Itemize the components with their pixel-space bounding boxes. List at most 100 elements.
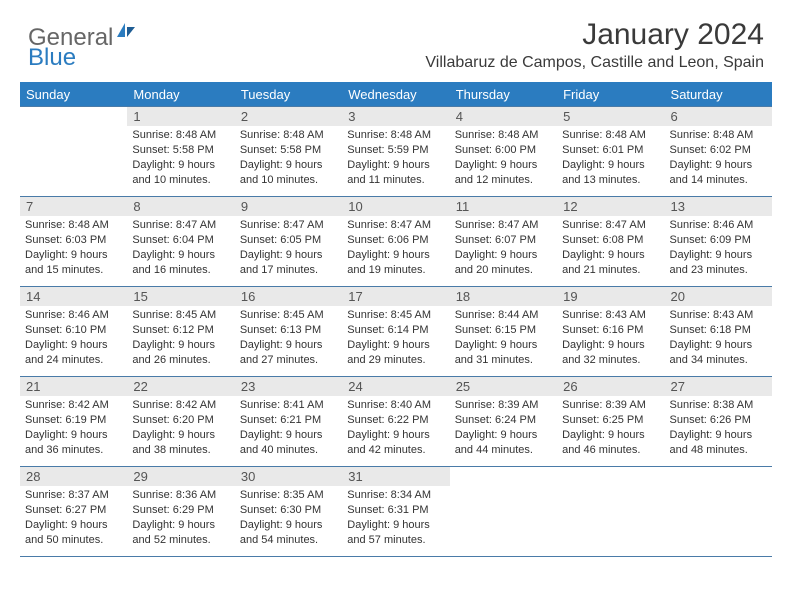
day-number: 26 <box>557 377 664 396</box>
sunset-text: Sunset: 6:12 PM <box>132 323 229 338</box>
daylight-text: Daylight: 9 hours and 32 minutes. <box>562 338 659 368</box>
sunrise-text: Sunrise: 8:45 AM <box>240 308 337 323</box>
sunrise-text: Sunrise: 8:40 AM <box>347 398 444 413</box>
day-number: 31 <box>342 467 449 486</box>
daylight-text: Daylight: 9 hours and 20 minutes. <box>455 248 552 278</box>
day-number: 9 <box>235 197 342 216</box>
day-number: 24 <box>342 377 449 396</box>
sunset-text: Sunset: 6:10 PM <box>25 323 122 338</box>
calendar-row: 21Sunrise: 8:42 AMSunset: 6:19 PMDayligh… <box>20 377 772 467</box>
daylight-text: Daylight: 9 hours and 21 minutes. <box>562 248 659 278</box>
title-block: January 2024 Villabaruz de Campos, Casti… <box>425 18 764 78</box>
sunrise-text: Sunrise: 8:48 AM <box>240 128 337 143</box>
calendar-cell: 17Sunrise: 8:45 AMSunset: 6:14 PMDayligh… <box>342 287 449 377</box>
weekday-header: Saturday <box>665 83 772 107</box>
sunrise-text: Sunrise: 8:39 AM <box>562 398 659 413</box>
sunrise-text: Sunrise: 8:48 AM <box>562 128 659 143</box>
daylight-text: Daylight: 9 hours and 34 minutes. <box>670 338 767 368</box>
day-data: Sunrise: 8:48 AMSunset: 6:03 PMDaylight:… <box>20 216 127 281</box>
daylight-text: Daylight: 9 hours and 50 minutes. <box>25 518 122 548</box>
calendar-cell: 4Sunrise: 8:48 AMSunset: 6:00 PMDaylight… <box>450 107 557 197</box>
calendar-cell: 11Sunrise: 8:47 AMSunset: 6:07 PMDayligh… <box>450 197 557 287</box>
daylight-text: Daylight: 9 hours and 12 minutes. <box>455 158 552 188</box>
daylight-text: Daylight: 9 hours and 10 minutes. <box>240 158 337 188</box>
day-data: Sunrise: 8:45 AMSunset: 6:13 PMDaylight:… <box>235 306 342 371</box>
day-data: Sunrise: 8:43 AMSunset: 6:18 PMDaylight:… <box>665 306 772 371</box>
weekday-header: Sunday <box>20 83 127 107</box>
calendar-cell: 30Sunrise: 8:35 AMSunset: 6:30 PMDayligh… <box>235 467 342 557</box>
sunrise-text: Sunrise: 8:42 AM <box>132 398 229 413</box>
sunrise-text: Sunrise: 8:43 AM <box>670 308 767 323</box>
day-data: Sunrise: 8:45 AMSunset: 6:14 PMDaylight:… <box>342 306 449 371</box>
day-number: 25 <box>450 377 557 396</box>
day-number: 17 <box>342 287 449 306</box>
daylight-text: Daylight: 9 hours and 14 minutes. <box>670 158 767 188</box>
daylight-text: Daylight: 9 hours and 31 minutes. <box>455 338 552 368</box>
day-data: Sunrise: 8:46 AMSunset: 6:09 PMDaylight:… <box>665 216 772 281</box>
calendar-cell: 20Sunrise: 8:43 AMSunset: 6:18 PMDayligh… <box>665 287 772 377</box>
daylight-text: Daylight: 9 hours and 48 minutes. <box>670 428 767 458</box>
sunset-text: Sunset: 6:27 PM <box>25 503 122 518</box>
calendar-cell <box>557 467 664 557</box>
day-number: 18 <box>450 287 557 306</box>
calendar-cell <box>450 467 557 557</box>
sunrise-text: Sunrise: 8:34 AM <box>347 488 444 503</box>
sunrise-text: Sunrise: 8:48 AM <box>455 128 552 143</box>
day-number: 6 <box>665 107 772 126</box>
day-number: 4 <box>450 107 557 126</box>
sunset-text: Sunset: 6:02 PM <box>670 143 767 158</box>
sunrise-text: Sunrise: 8:48 AM <box>25 218 122 233</box>
day-data: Sunrise: 8:34 AMSunset: 6:31 PMDaylight:… <box>342 486 449 551</box>
sunrise-text: Sunrise: 8:37 AM <box>25 488 122 503</box>
day-number: 10 <box>342 197 449 216</box>
calendar-cell: 26Sunrise: 8:39 AMSunset: 6:25 PMDayligh… <box>557 377 664 467</box>
daylight-text: Daylight: 9 hours and 10 minutes. <box>132 158 229 188</box>
day-number: 22 <box>127 377 234 396</box>
sunrise-text: Sunrise: 8:47 AM <box>455 218 552 233</box>
day-number <box>20 107 127 111</box>
sunrise-text: Sunrise: 8:45 AM <box>132 308 229 323</box>
day-data: Sunrise: 8:48 AMSunset: 6:00 PMDaylight:… <box>450 126 557 191</box>
calendar-cell: 19Sunrise: 8:43 AMSunset: 6:16 PMDayligh… <box>557 287 664 377</box>
sunrise-text: Sunrise: 8:48 AM <box>347 128 444 143</box>
daylight-text: Daylight: 9 hours and 19 minutes. <box>347 248 444 278</box>
day-number: 20 <box>665 287 772 306</box>
day-data: Sunrise: 8:40 AMSunset: 6:22 PMDaylight:… <box>342 396 449 461</box>
sunrise-text: Sunrise: 8:47 AM <box>240 218 337 233</box>
day-number: 14 <box>20 287 127 306</box>
sunset-text: Sunset: 6:18 PM <box>670 323 767 338</box>
calendar-body: 1Sunrise: 8:48 AMSunset: 5:58 PMDaylight… <box>20 107 772 557</box>
calendar-cell: 18Sunrise: 8:44 AMSunset: 6:15 PMDayligh… <box>450 287 557 377</box>
daylight-text: Daylight: 9 hours and 13 minutes. <box>562 158 659 188</box>
sunset-text: Sunset: 6:09 PM <box>670 233 767 248</box>
day-data: Sunrise: 8:47 AMSunset: 6:07 PMDaylight:… <box>450 216 557 281</box>
sunset-text: Sunset: 6:16 PM <box>562 323 659 338</box>
sunset-text: Sunset: 5:58 PM <box>132 143 229 158</box>
sunset-text: Sunset: 6:25 PM <box>562 413 659 428</box>
sunrise-text: Sunrise: 8:48 AM <box>670 128 767 143</box>
daylight-text: Daylight: 9 hours and 26 minutes. <box>132 338 229 368</box>
day-data: Sunrise: 8:42 AMSunset: 6:20 PMDaylight:… <box>127 396 234 461</box>
daylight-text: Daylight: 9 hours and 24 minutes. <box>25 338 122 368</box>
calendar-cell: 29Sunrise: 8:36 AMSunset: 6:29 PMDayligh… <box>127 467 234 557</box>
day-number: 3 <box>342 107 449 126</box>
calendar-cell: 16Sunrise: 8:45 AMSunset: 6:13 PMDayligh… <box>235 287 342 377</box>
sunrise-text: Sunrise: 8:39 AM <box>455 398 552 413</box>
day-number: 16 <box>235 287 342 306</box>
day-data: Sunrise: 8:48 AMSunset: 5:59 PMDaylight:… <box>342 126 449 191</box>
day-number: 13 <box>665 197 772 216</box>
day-number: 5 <box>557 107 664 126</box>
sunrise-text: Sunrise: 8:47 AM <box>347 218 444 233</box>
day-data: Sunrise: 8:38 AMSunset: 6:26 PMDaylight:… <box>665 396 772 461</box>
sunset-text: Sunset: 6:04 PM <box>132 233 229 248</box>
sunrise-text: Sunrise: 8:47 AM <box>562 218 659 233</box>
daylight-text: Daylight: 9 hours and 27 minutes. <box>240 338 337 368</box>
sunset-text: Sunset: 6:22 PM <box>347 413 444 428</box>
day-data: Sunrise: 8:45 AMSunset: 6:12 PMDaylight:… <box>127 306 234 371</box>
sunrise-text: Sunrise: 8:41 AM <box>240 398 337 413</box>
sunset-text: Sunset: 6:30 PM <box>240 503 337 518</box>
sunrise-text: Sunrise: 8:43 AM <box>562 308 659 323</box>
day-data: Sunrise: 8:41 AMSunset: 6:21 PMDaylight:… <box>235 396 342 461</box>
sunset-text: Sunset: 6:05 PM <box>240 233 337 248</box>
day-number: 1 <box>127 107 234 126</box>
